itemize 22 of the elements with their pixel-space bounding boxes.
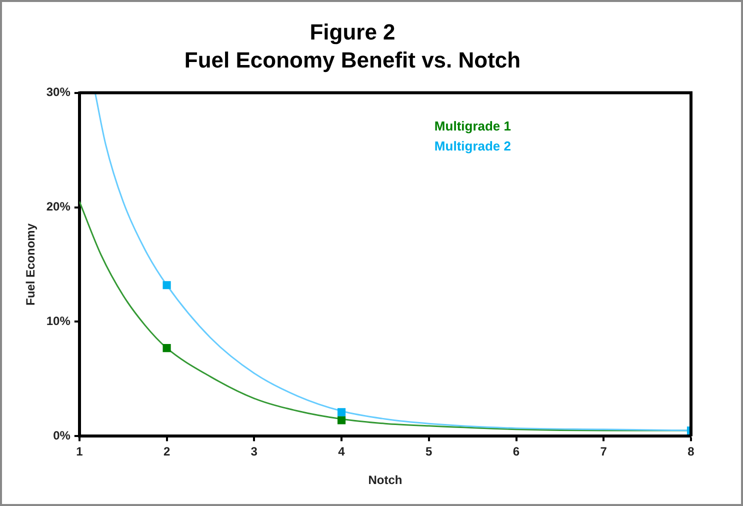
x-tick-label: 1 bbox=[76, 444, 84, 459]
x-tick-label: 8 bbox=[688, 444, 695, 459]
x-tick-label: 7 bbox=[600, 444, 608, 459]
x-tick-label: 3 bbox=[250, 444, 258, 459]
point bbox=[162, 281, 171, 290]
point bbox=[337, 416, 346, 424]
x-tick-label: 5 bbox=[426, 444, 433, 459]
point bbox=[337, 408, 346, 416]
y-tick-label: 0% bbox=[53, 428, 71, 443]
text: Multigrade 1 bbox=[434, 118, 512, 134]
y-tick-label: 20% bbox=[46, 200, 71, 214]
x-tick-label: 4 bbox=[338, 444, 346, 459]
x-tick-label: 2 bbox=[163, 444, 170, 459]
x-tick-label: 6 bbox=[512, 444, 520, 459]
x-axis-title: Notch bbox=[368, 473, 402, 488]
y-tick-label: 30% bbox=[46, 85, 71, 100]
chart-title: Figure 2 bbox=[310, 19, 396, 44]
y-tick-label: 10% bbox=[46, 314, 71, 328]
text: Multigrade 2 bbox=[434, 138, 512, 154]
point bbox=[162, 344, 171, 352]
chart-subtitle: Fuel Economy Benefit vs. Notch bbox=[184, 48, 521, 73]
y-axis-title: Fuel Economy bbox=[24, 223, 38, 306]
